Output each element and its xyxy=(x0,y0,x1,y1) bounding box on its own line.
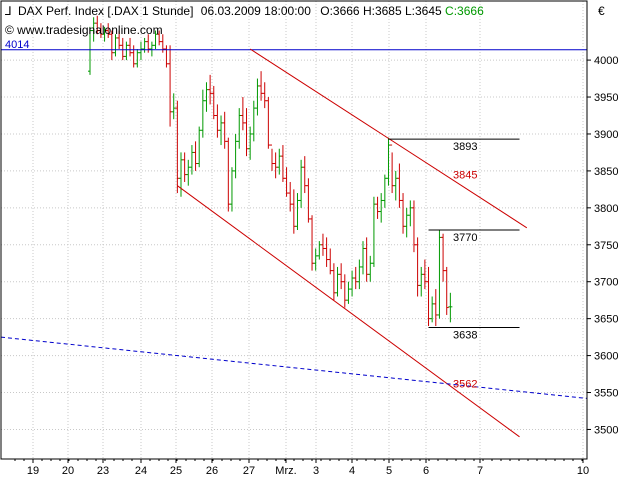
y-tick-label: 3900 xyxy=(594,129,618,141)
y-tick-label: 3550 xyxy=(594,388,618,400)
ohlc-low: L:3645 xyxy=(405,4,442,18)
currency-symbol: € xyxy=(598,4,605,18)
y-tick-label: 3500 xyxy=(594,424,618,436)
ohlc-bar xyxy=(444,266,449,315)
ohlc-open: O:3666 xyxy=(320,4,360,18)
x-tick-label: 26 xyxy=(206,465,218,477)
level-label-3638: 3638 xyxy=(453,330,477,342)
x-tick-label: 27 xyxy=(243,465,255,477)
horizontal-level-label: 4014 xyxy=(5,39,29,51)
x-tick-label: 20 xyxy=(62,465,74,477)
ohlc-close: C:3666 xyxy=(445,4,484,18)
level-label-3893: 3893 xyxy=(453,141,477,153)
x-tick-label: Mrz. xyxy=(275,465,296,477)
y-tick-label: 3950 xyxy=(594,92,618,104)
y-tick-label: 3650 xyxy=(594,314,618,326)
level-label-3770: 3770 xyxy=(453,232,477,244)
watermark: © www.tradesignalonline.com xyxy=(5,23,163,37)
plot-frame xyxy=(0,0,588,460)
x-tick-label: 6 xyxy=(423,465,429,477)
x-tick-label: 25 xyxy=(170,465,182,477)
y-tick-label: 3700 xyxy=(594,277,618,289)
y-tick-label: 3850 xyxy=(594,166,618,178)
ohlc-high: H:3685 xyxy=(363,4,402,18)
x-tick-label: 10 xyxy=(577,465,589,477)
instrument-label: DAX Perf. Index [.DAX 1 Stunde] xyxy=(18,4,193,18)
x-tick-label: 3 xyxy=(313,465,319,477)
x-tick-label: 19 xyxy=(27,465,39,477)
ohlc-icon: ⅃ xyxy=(4,4,12,18)
level-label-3562: 3562 xyxy=(453,379,477,391)
y-tick-label: 3800 xyxy=(594,203,618,215)
datetime-label: 06.03.2009 18:00:00 xyxy=(201,4,311,18)
x-tick-label: 4 xyxy=(349,465,355,477)
x-tick-label: 23 xyxy=(97,465,109,477)
level-label-3845: 3845 xyxy=(453,170,477,182)
ohlc-bar xyxy=(448,292,453,323)
channel-lower-line xyxy=(177,185,520,438)
y-tick-label: 3750 xyxy=(594,240,618,252)
x-tick-label: 7 xyxy=(477,465,483,477)
x-tick-label: 24 xyxy=(135,465,147,477)
trend-blue-dashed-line xyxy=(1,336,587,399)
chart-title: DAX Perf. Index [.DAX 1 Stunde] 06.03.20… xyxy=(18,4,484,18)
y-tick-label: 4000 xyxy=(594,55,618,67)
channel-upper-line xyxy=(249,48,528,229)
x-tick-label: 5 xyxy=(386,465,392,477)
y-tick-label: 3600 xyxy=(594,351,618,363)
